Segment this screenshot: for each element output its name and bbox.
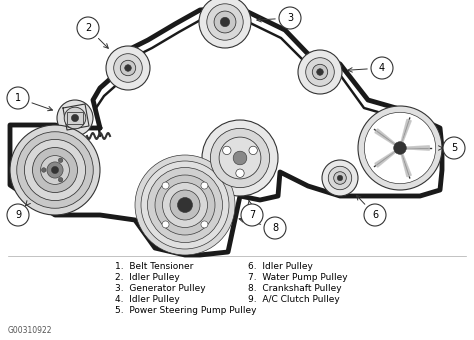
Circle shape	[233, 151, 247, 165]
Circle shape	[24, 139, 86, 201]
Circle shape	[264, 217, 286, 239]
Circle shape	[371, 57, 393, 79]
Text: 7.  Water Pump Pulley: 7. Water Pump Pulley	[248, 273, 347, 282]
Circle shape	[298, 50, 342, 94]
Circle shape	[33, 148, 78, 192]
Text: 6: 6	[372, 210, 378, 220]
Text: 6.  Idler Pulley: 6. Idler Pulley	[248, 262, 313, 271]
Polygon shape	[375, 150, 396, 167]
Text: 4: 4	[379, 63, 385, 73]
Circle shape	[72, 114, 79, 122]
Circle shape	[199, 0, 251, 48]
Circle shape	[219, 137, 261, 179]
Polygon shape	[405, 146, 429, 150]
Circle shape	[51, 166, 59, 174]
Circle shape	[162, 221, 169, 228]
Polygon shape	[401, 153, 411, 176]
Circle shape	[77, 17, 99, 39]
Polygon shape	[401, 153, 411, 176]
Circle shape	[279, 7, 301, 29]
Circle shape	[210, 129, 270, 188]
Circle shape	[7, 87, 29, 109]
Text: 1.  Belt Tensioner: 1. Belt Tensioner	[115, 262, 193, 271]
Text: 9.  A/C Clutch Pulley: 9. A/C Clutch Pulley	[248, 295, 340, 304]
Text: 2: 2	[85, 23, 91, 33]
Circle shape	[365, 112, 436, 184]
Circle shape	[328, 166, 352, 190]
Polygon shape	[375, 129, 396, 146]
Circle shape	[162, 182, 169, 189]
Circle shape	[10, 125, 100, 215]
Polygon shape	[401, 119, 411, 143]
Circle shape	[394, 142, 406, 154]
Circle shape	[57, 100, 93, 136]
Circle shape	[147, 168, 222, 242]
Circle shape	[163, 183, 208, 227]
Circle shape	[58, 177, 63, 182]
Circle shape	[214, 11, 236, 33]
Text: 5: 5	[451, 143, 457, 153]
Text: G00310922: G00310922	[8, 326, 53, 335]
Circle shape	[223, 146, 231, 155]
Circle shape	[236, 169, 244, 177]
Circle shape	[202, 120, 278, 196]
Circle shape	[41, 156, 69, 184]
Circle shape	[114, 54, 142, 82]
Circle shape	[64, 107, 86, 129]
Circle shape	[120, 60, 136, 76]
Circle shape	[337, 175, 343, 181]
Text: 7: 7	[249, 210, 255, 220]
Circle shape	[201, 221, 208, 228]
Circle shape	[334, 172, 346, 184]
Circle shape	[312, 64, 328, 80]
Circle shape	[141, 161, 229, 249]
Text: 4.  Idler Pulley: 4. Idler Pulley	[115, 295, 180, 304]
Circle shape	[201, 182, 208, 189]
Circle shape	[207, 4, 243, 40]
Circle shape	[177, 198, 192, 212]
Circle shape	[106, 46, 150, 90]
Text: 8.  Crankshaft Pulley: 8. Crankshaft Pulley	[248, 284, 342, 293]
Circle shape	[443, 137, 465, 159]
Text: 9: 9	[15, 210, 21, 220]
Text: 5.  Power Steering Pump Pulley: 5. Power Steering Pump Pulley	[115, 306, 256, 315]
Circle shape	[358, 106, 442, 190]
Text: 8: 8	[272, 223, 278, 233]
Circle shape	[249, 146, 257, 155]
Polygon shape	[375, 129, 396, 146]
Bar	[67, 112, 83, 124]
Circle shape	[220, 17, 230, 27]
Polygon shape	[405, 146, 429, 150]
Polygon shape	[401, 119, 411, 143]
Polygon shape	[63, 104, 89, 130]
Circle shape	[125, 65, 131, 71]
Circle shape	[322, 160, 358, 196]
Text: 3.  Generator Pulley: 3. Generator Pulley	[115, 284, 206, 293]
Circle shape	[58, 158, 63, 163]
Circle shape	[135, 155, 235, 255]
Circle shape	[170, 190, 200, 220]
Text: 3: 3	[287, 13, 293, 23]
Circle shape	[42, 168, 46, 172]
Text: 1: 1	[15, 93, 21, 103]
Circle shape	[317, 69, 323, 75]
Circle shape	[7, 204, 29, 226]
Circle shape	[306, 58, 334, 86]
Circle shape	[47, 162, 63, 178]
Circle shape	[364, 204, 386, 226]
Circle shape	[155, 175, 215, 235]
Circle shape	[241, 204, 263, 226]
Polygon shape	[375, 150, 396, 167]
Text: 2.  Idler Pulley: 2. Idler Pulley	[115, 273, 180, 282]
Circle shape	[17, 132, 93, 208]
